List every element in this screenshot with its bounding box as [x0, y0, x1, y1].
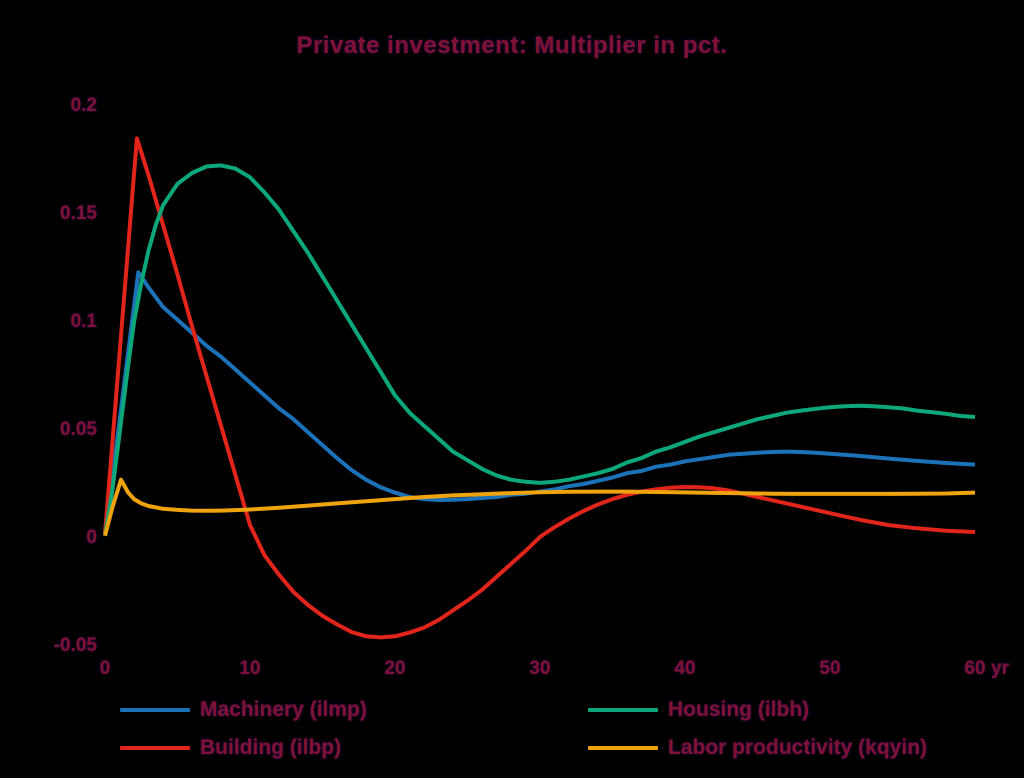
y-tick-label: -0.05	[53, 635, 97, 656]
x-tick-label: 40	[674, 658, 696, 679]
series-line-machinery	[103, 270, 976, 534]
y-tick-label: 0.05	[60, 419, 97, 440]
x-axis-unit-label: yr	[991, 658, 1009, 679]
legend-line-swatch	[588, 708, 658, 712]
series-line-building	[103, 136, 976, 640]
legend-line-swatch	[120, 746, 190, 750]
x-tick-label: 60	[964, 658, 986, 679]
legend-label: Building (ilbp)	[200, 736, 342, 759]
x-tick-label: 0	[99, 658, 111, 679]
y-tick-label: 0.15	[60, 203, 97, 224]
series-line-labor	[103, 477, 976, 537]
legend-label: Labor productivity (kqyin)	[668, 736, 928, 759]
x-tick-label: 50	[819, 658, 841, 679]
legend-label: Machinery (ilmp)	[200, 698, 367, 721]
legend-line-swatch	[120, 708, 190, 712]
legend-line-swatch	[588, 746, 658, 750]
x-tick-label: 10	[239, 658, 261, 679]
y-tick-label: 0	[86, 527, 97, 548]
chart-title: Private investment: Multiplier in pct.	[296, 32, 728, 59]
x-tick-label: 20	[384, 658, 406, 679]
y-tick-label: 0.1	[70, 311, 97, 332]
series-line-housing	[103, 163, 976, 537]
legend-label: Housing (ilbh)	[668, 698, 810, 721]
y-tick-label: 0.2	[70, 95, 97, 116]
x-tick-label: 30	[529, 658, 551, 679]
